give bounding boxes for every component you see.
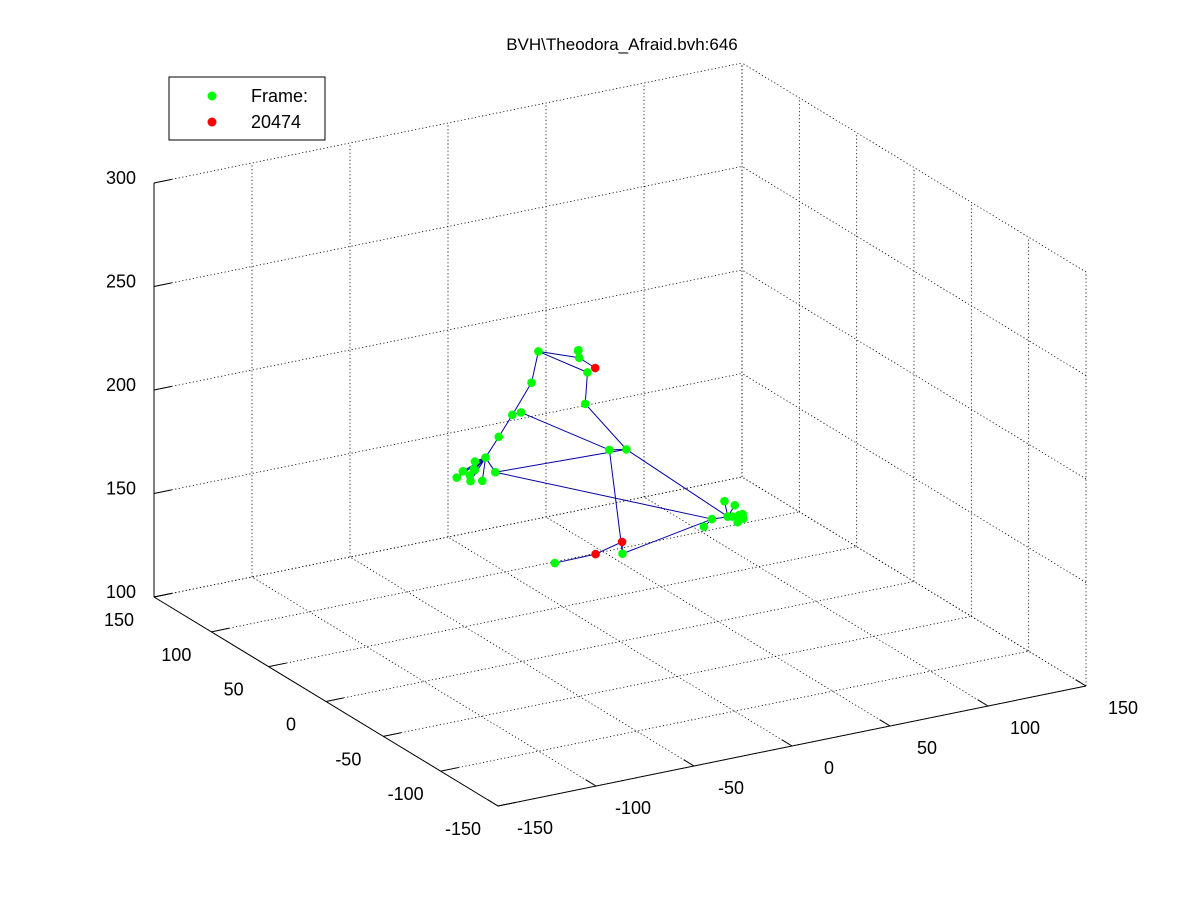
data-point-frame	[494, 433, 503, 442]
data-point-frame	[581, 400, 590, 409]
data-point-frame	[466, 471, 475, 480]
x-tick-label: -100	[615, 798, 651, 818]
data-point-frame	[618, 549, 627, 558]
data-point-frame	[720, 497, 729, 506]
y-tick-label: -150	[445, 819, 481, 839]
data-point-frame	[491, 468, 500, 477]
z-tick-label: 250	[106, 272, 136, 292]
x-tick-label: 100	[1010, 718, 1040, 738]
data-point-frame	[733, 518, 742, 527]
data-point-frame	[551, 559, 560, 568]
y-tick-label: -50	[335, 749, 361, 769]
data-point-frame	[738, 510, 747, 519]
y-tick-label: -100	[388, 784, 424, 804]
data-point-frame	[481, 453, 490, 462]
data-point-20474	[591, 364, 600, 373]
data-point-frame	[700, 522, 709, 531]
x-tick-label: 0	[824, 758, 834, 778]
data-point-20474	[591, 550, 600, 559]
data-point-frame	[452, 473, 461, 482]
z-tick-label: 150	[106, 479, 136, 499]
data-point-frame	[527, 378, 536, 387]
z-tick-label: 200	[106, 375, 136, 395]
legend-marker-20474	[208, 118, 217, 127]
x-tick-label: -150	[517, 818, 553, 838]
data-point-frame	[508, 411, 517, 420]
y-tick-label: 0	[286, 715, 296, 735]
data-point-frame	[478, 477, 487, 486]
data-point-frame	[471, 457, 480, 466]
data-point-frame	[730, 501, 739, 510]
legend-label-frame: Frame:	[251, 86, 308, 106]
data-point-frame	[605, 446, 614, 455]
x-tick-label: -50	[718, 778, 744, 798]
z-tick-label: 100	[106, 582, 136, 602]
data-point-frame	[574, 346, 583, 355]
legend[interactable]: Frame: 20474	[169, 77, 325, 140]
legend-marker-frame	[208, 92, 217, 101]
z-tick-label: 300	[106, 168, 136, 188]
chart-title: BVH\Theodora_Afraid.bvh:646	[506, 35, 738, 54]
data-point-20474	[618, 538, 627, 547]
y-tick-label: 100	[161, 645, 191, 665]
data-point-frame	[517, 408, 526, 417]
data-point-frame	[622, 445, 631, 454]
y-tick-label: 150	[104, 610, 134, 630]
x-tick-label: 50	[917, 738, 937, 758]
data-point-frame	[534, 347, 543, 356]
legend-label-20474: 20474	[251, 112, 301, 132]
data-point-frame	[708, 515, 717, 524]
x-tick-label: 150	[1108, 698, 1138, 718]
y-tick-label: 50	[224, 680, 244, 700]
data-point-frame	[583, 368, 592, 377]
